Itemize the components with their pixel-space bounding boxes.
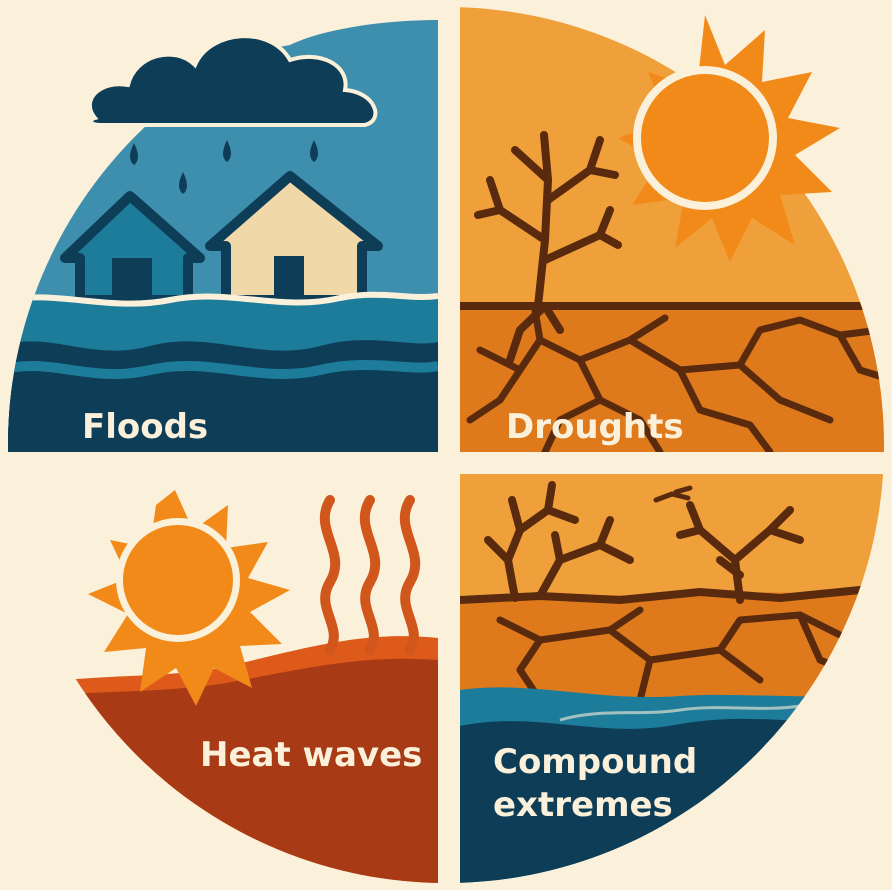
compound-label-line2: extremes	[493, 785, 673, 825]
dead-tree-icon	[460, 481, 864, 604]
house-icon	[205, 171, 383, 305]
sun-icon	[618, 15, 840, 262]
cracked-ground	[460, 306, 884, 452]
dead-tree-icon	[474, 131, 622, 364]
bird-icon	[653, 485, 693, 503]
heat-waves-label: Heat waves	[200, 735, 422, 775]
sun-icon	[88, 490, 290, 706]
compound-label-line1: Compound	[493, 742, 697, 782]
house-icon	[60, 191, 205, 305]
rain-cloud-icon	[87, 34, 378, 127]
rain-drops	[130, 140, 318, 194]
heat-shimmer-icon	[319, 495, 421, 655]
floods-label: Floods	[82, 407, 208, 447]
horizontal-divider	[0, 452, 892, 474]
droughts-label: Droughts	[506, 407, 684, 447]
floods-panel: Floods	[0, 0, 438, 452]
vertical-divider	[438, 0, 460, 890]
